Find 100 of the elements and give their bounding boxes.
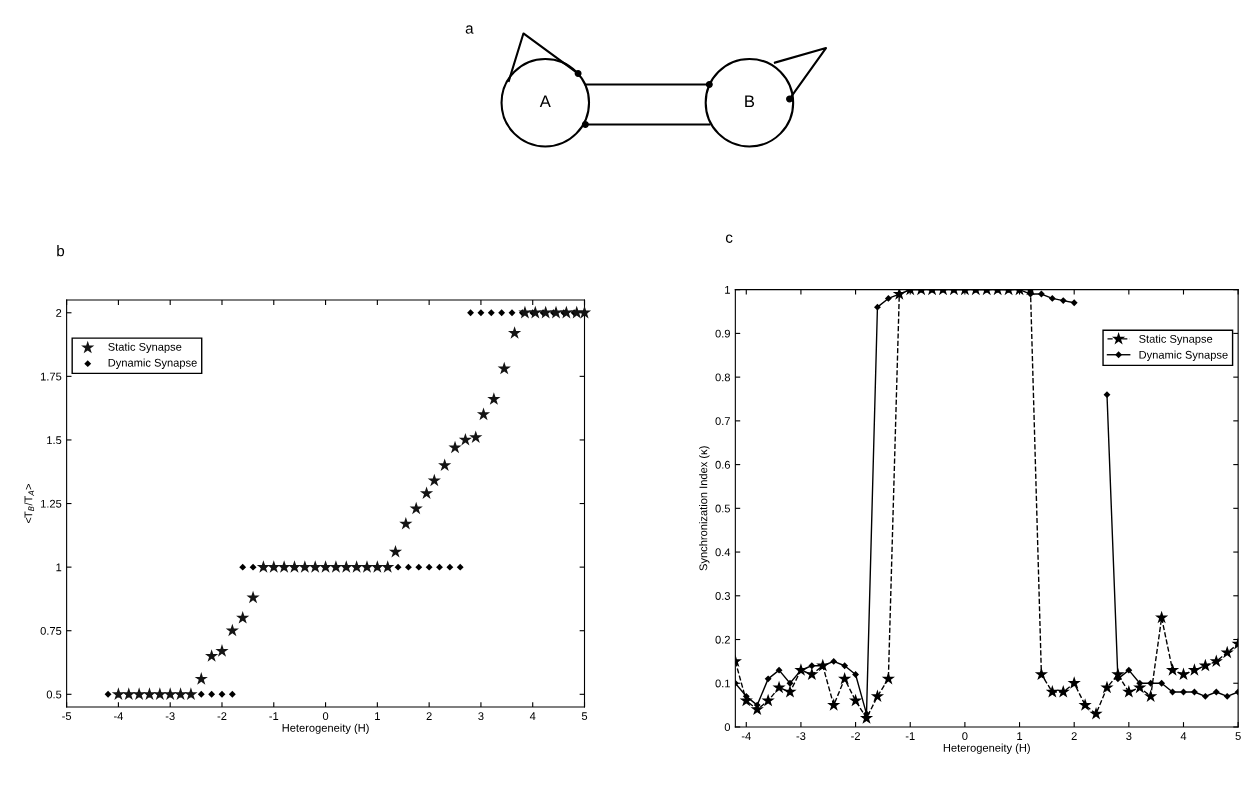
point xyxy=(425,563,433,571)
point xyxy=(786,679,794,687)
y-tick-label: 0.5 xyxy=(46,690,62,699)
point xyxy=(446,563,454,571)
point xyxy=(1045,685,1059,698)
text: B xyxy=(745,95,755,108)
legend-label: Dynamic Synapse xyxy=(108,358,197,369)
x-tick-label: 5 xyxy=(581,712,588,721)
x-tick-label: 4 xyxy=(1180,732,1187,740)
point xyxy=(415,563,423,571)
point xyxy=(287,560,302,573)
point xyxy=(225,623,239,637)
point xyxy=(1122,685,1136,698)
y-tick-label: 2 xyxy=(56,309,62,317)
point xyxy=(205,649,219,662)
point xyxy=(448,440,462,454)
point xyxy=(487,392,501,405)
point xyxy=(1067,676,1081,689)
x-tick-label: -4 xyxy=(113,712,124,720)
point xyxy=(1187,663,1202,676)
y-axis-title: Synchronization Index (κ) xyxy=(699,446,710,571)
point xyxy=(208,690,216,698)
x-tick-label: -3 xyxy=(165,712,175,721)
point xyxy=(1201,692,1209,700)
point xyxy=(1100,680,1114,694)
point xyxy=(1209,654,1223,667)
point xyxy=(830,657,838,665)
legend-label: Dynamic Synapse xyxy=(1139,350,1228,361)
y-tick-label: 0.8 xyxy=(715,373,730,382)
x-tick-label: 1 xyxy=(1017,732,1023,740)
x-tick-label: -2 xyxy=(217,712,227,720)
y-tick-label: 1 xyxy=(56,563,62,572)
text: A xyxy=(539,95,551,108)
point xyxy=(1056,685,1070,698)
legend-label: Static Synapse xyxy=(1139,334,1213,346)
point xyxy=(1125,666,1133,674)
point xyxy=(1078,698,1092,711)
x-tick-label: -2 xyxy=(851,732,860,740)
x-tick-label: 5 xyxy=(1235,732,1241,740)
y-tick-label: 1.5 xyxy=(47,436,62,445)
x-tick-label: 0 xyxy=(962,732,968,740)
point xyxy=(228,690,236,698)
point xyxy=(761,693,775,707)
chart-title: c xyxy=(725,234,733,243)
point xyxy=(111,687,126,700)
y-tick-label: 0.75 xyxy=(40,626,62,635)
point xyxy=(419,486,434,499)
x-axis-title: Heterogeneity (H) xyxy=(943,743,1030,754)
point xyxy=(469,430,483,444)
x-tick-label: 0 xyxy=(322,712,329,721)
x-tick-label: -3 xyxy=(796,732,806,740)
point xyxy=(1220,645,1234,659)
point xyxy=(559,305,573,319)
point xyxy=(249,563,257,571)
y-tick-label: 0.6 xyxy=(715,460,730,469)
y-tick-label: 1 xyxy=(725,286,730,294)
point xyxy=(394,563,402,571)
text: a xyxy=(465,25,474,34)
point xyxy=(1223,692,1231,700)
point xyxy=(409,501,423,515)
point xyxy=(577,305,592,319)
point xyxy=(497,361,511,375)
point xyxy=(399,516,413,530)
x-tick-label: 2 xyxy=(426,712,432,720)
chart-title: b xyxy=(57,245,65,257)
point xyxy=(477,309,485,317)
point xyxy=(838,671,852,685)
point xyxy=(1111,667,1125,681)
point xyxy=(104,690,112,698)
point xyxy=(1103,391,1111,399)
point xyxy=(775,666,783,674)
point xyxy=(142,687,157,700)
x-tick-label: -1 xyxy=(269,712,279,720)
point xyxy=(436,563,443,571)
y-tick-label: 0 xyxy=(724,723,731,732)
point xyxy=(507,326,522,339)
point xyxy=(427,473,441,487)
y-tick-label: 0.1 xyxy=(715,679,730,688)
point xyxy=(388,544,403,558)
y-tick-label: 0.4 xyxy=(715,548,731,557)
point xyxy=(827,698,841,711)
y-tick-label: 0.7 xyxy=(715,417,730,425)
y-tick-label: 0.2 xyxy=(715,635,730,644)
y-tick-label: 0.9 xyxy=(715,329,730,338)
point xyxy=(246,590,260,604)
point xyxy=(239,563,247,571)
point xyxy=(1165,663,1180,676)
y-tick-label: 1.75 xyxy=(40,372,62,381)
point xyxy=(549,305,563,319)
x-tick-label: 3 xyxy=(478,712,484,721)
point xyxy=(528,305,542,319)
point xyxy=(1158,679,1166,687)
point xyxy=(476,407,491,421)
point xyxy=(467,309,475,317)
point xyxy=(458,433,472,446)
point xyxy=(218,690,226,698)
point xyxy=(508,309,516,317)
point xyxy=(1176,667,1191,681)
point xyxy=(772,680,786,694)
point xyxy=(1089,706,1103,720)
